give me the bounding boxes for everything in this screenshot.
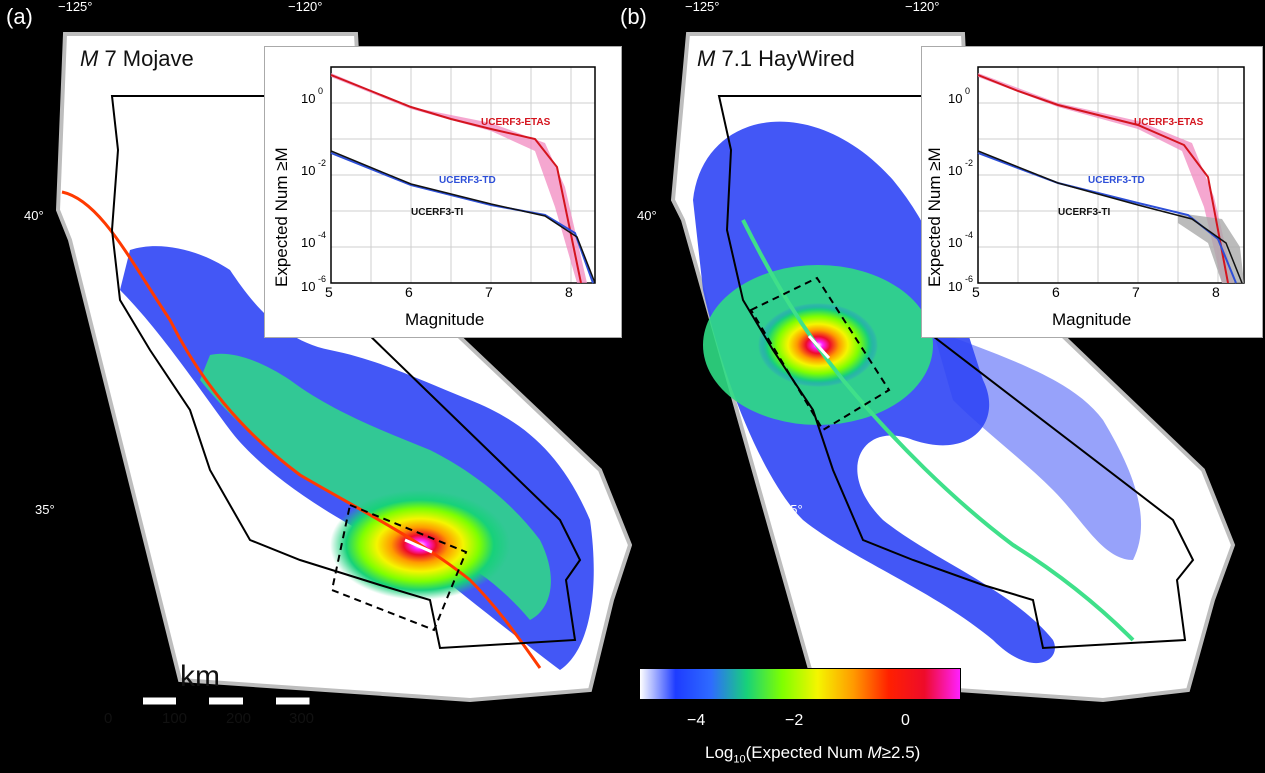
inset-ylabel: Expected Num ≥M (272, 147, 291, 287)
y-tick-base: 10 (948, 235, 962, 250)
colorbar-label: Log10(Expected Num M≥2.5) (705, 743, 920, 765)
inset-y-ticks: 10 0 10 -2 10 -4 10 -6 (301, 86, 326, 294)
scale-unit: km (180, 660, 220, 693)
panel-a-title: M 7 Mojave (80, 46, 194, 72)
series-label-td: UCERF3-TD (1088, 175, 1145, 186)
x-tick-7: 7 (485, 284, 493, 300)
lon-tick-120: −120° (905, 0, 940, 14)
colorbar-label-log: Log (705, 743, 734, 762)
colorbar-tick-neg4: −4 (687, 712, 706, 729)
lat-tick-40: 40° (24, 208, 44, 223)
lat-tick-35: 35° (783, 502, 803, 517)
lat-tick-40: 40° (637, 208, 657, 223)
ti-band (1178, 213, 1244, 283)
series-label-ti: UCERF3-TI (1058, 207, 1110, 218)
y-tick-exp: -4 (318, 230, 326, 240)
x-tick-8: 8 (1212, 284, 1220, 300)
inset-xlabel: Magnitude (405, 310, 484, 329)
scale-tick-100: 100 (162, 710, 188, 727)
y-tick-exp: 0 (965, 86, 970, 96)
panel-a: (a) −125° −120° 40° 35° M 7 Mojave km 0 … (0, 0, 632, 773)
y-tick-base: 10 (948, 91, 962, 106)
y-tick-base: 10 (301, 279, 315, 294)
california-outline (110, 95, 582, 650)
x-tick-6: 6 (405, 284, 413, 300)
y-tick-base: 10 (948, 163, 962, 178)
panel-b-map (670, 32, 1236, 703)
rate-field-blue-outer (933, 330, 1142, 560)
y-tick-base: 10 (948, 279, 962, 294)
lat-tick-35: 35° (35, 502, 55, 517)
ti-line (977, 150, 1243, 284)
scale-tick-200: 200 (226, 710, 252, 727)
colorbar-tick-neg2: −2 (785, 712, 804, 729)
y-tick-exp: -2 (318, 158, 326, 168)
y-tick-base: 10 (301, 235, 315, 250)
title-magnitude-symbol: M (697, 46, 716, 71)
y-tick-exp: -6 (965, 274, 973, 284)
panel-b-label: (b) (620, 4, 647, 29)
scale-tick-300: 300 (289, 710, 315, 727)
rupture-trace (807, 334, 831, 360)
y-tick-exp: -2 (965, 158, 973, 168)
y-tick-exp: -6 (318, 274, 326, 284)
y-tick-exp: 0 (318, 86, 323, 96)
colorbar-gradient (639, 668, 961, 700)
panel-b-inset: UCERF3-ETAS UCERF3-TD UCERF3-TI 5 6 7 8 … (921, 46, 1263, 338)
inset-y-ticks: 10 0 10 -2 10 -4 10 -6 (948, 86, 973, 294)
inset-b-plot: UCERF3-ETAS UCERF3-TD UCERF3-TI 5 6 7 8 … (925, 66, 1245, 329)
x-tick-8: 8 (565, 284, 573, 300)
y-tick-base: 10 (301, 163, 315, 178)
etas-line (977, 74, 1229, 284)
scale-tick-0: 0 (104, 710, 113, 727)
san-andreas-trace (61, 190, 542, 669)
x-tick-6: 6 (1052, 284, 1060, 300)
rupture-trace (404, 538, 433, 554)
title-magnitude-symbol: M (80, 46, 99, 71)
title-event-name: 7.1 HayWired (721, 46, 855, 71)
zoom-box (749, 276, 891, 432)
colorbar-label-mid: (Expected Num (745, 743, 868, 762)
x-tick-7: 7 (1132, 284, 1140, 300)
series-label-ti: UCERF3-TI (411, 207, 463, 218)
etas-band (978, 73, 1234, 283)
colorbar-label-suffix: ≥2.5) (881, 743, 921, 762)
lon-tick-125: −125° (685, 0, 720, 14)
lon-tick-125: −125° (58, 0, 93, 14)
series-label-etas: UCERF3-ETAS (481, 117, 551, 128)
title-event-name: 7 Mojave (104, 46, 194, 71)
inset-ylabel: Expected Num ≥M (925, 147, 944, 287)
fault-trace (741, 219, 1135, 642)
x-tick-5: 5 (325, 284, 333, 300)
lon-tick-120: −120° (288, 0, 323, 14)
series-label-etas: UCERF3-ETAS (1134, 117, 1204, 128)
etas-line (330, 74, 582, 284)
series-label-td: UCERF3-TD (439, 175, 496, 186)
x-tick-5: 5 (972, 284, 980, 300)
panel-a-label: (a) (6, 4, 33, 29)
panel-b: (b) −125° −120° 40° 35° M 7.1 HayWired −… (620, 0, 1265, 773)
inset-a-plot: UCERF3-ETAS UCERF3-TD UCERF3-TI 5 6 7 8 … (272, 66, 596, 329)
inset-xlabel: Magnitude (1052, 310, 1131, 329)
panel-a-map (55, 32, 632, 706)
scale-bar (109, 696, 311, 706)
colorbar-tick-0: 0 (901, 712, 910, 729)
zoom-box (330, 503, 468, 632)
panel-b-title: M 7.1 HayWired (697, 46, 855, 72)
california-outline (717, 95, 1195, 650)
y-tick-base: 10 (301, 91, 315, 106)
colorbar-label-m: M (867, 743, 882, 762)
y-tick-exp: -4 (965, 230, 973, 240)
ti-line (330, 150, 596, 284)
panel-a-inset: UCERF3-ETAS UCERF3-TD UCERF3-TI 5 6 7 8 … (264, 46, 622, 338)
colorbar-label-sub: 10 (733, 753, 746, 766)
